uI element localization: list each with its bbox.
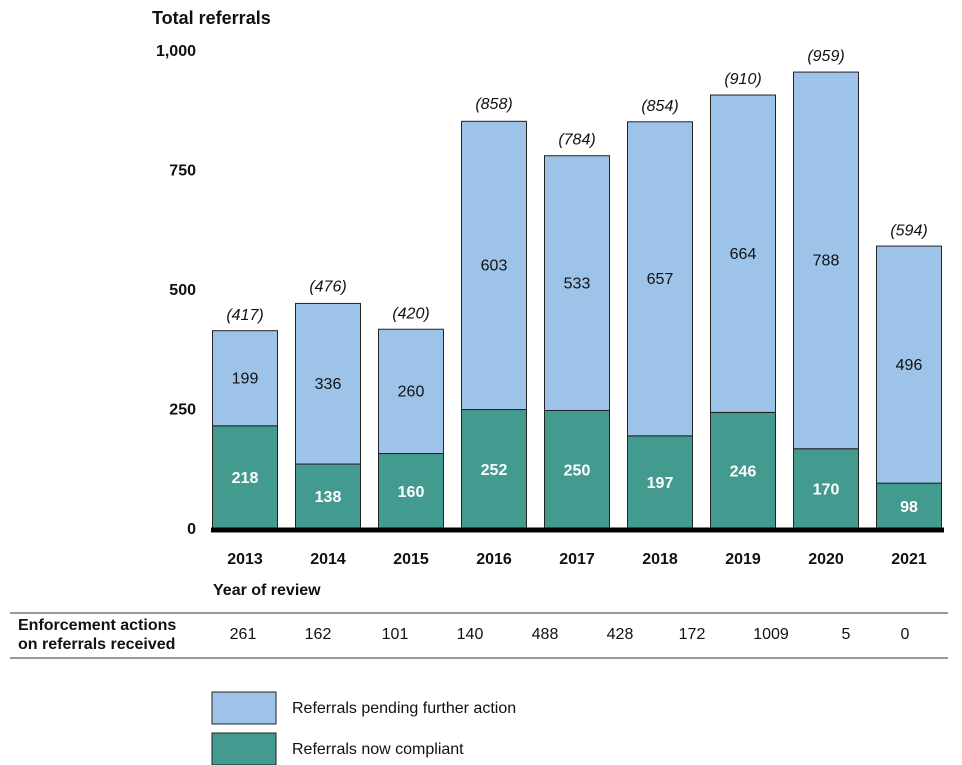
table-value: 172: [679, 626, 706, 643]
x-tick-label: 2020: [808, 551, 844, 568]
bar-segment: [212, 330, 278, 427]
total-label: (594): [890, 222, 927, 239]
total-label: (910): [724, 71, 761, 88]
x-tick-label: 2019: [725, 551, 761, 568]
legend-swatch: [211, 691, 277, 725]
legend-label: Referrals pending further action: [292, 700, 516, 717]
bar-segment: [710, 411, 776, 531]
data-label: 246: [730, 463, 757, 480]
data-label: 197: [647, 475, 674, 492]
x-tick-label: 2015: [393, 551, 429, 568]
bar-segment: [627, 121, 693, 437]
bar-segment: [544, 155, 610, 411]
bar-segment: [793, 448, 859, 531]
data-label: 252: [481, 462, 508, 479]
data-label: 657: [647, 271, 674, 288]
table-label: Enforcement actions: [18, 617, 176, 634]
bar-segment: [627, 435, 693, 531]
data-label: 533: [564, 275, 591, 292]
data-label: 160: [398, 484, 425, 501]
total-label: (417): [226, 307, 263, 324]
table-value: 140: [457, 626, 484, 643]
data-label: 603: [481, 258, 508, 275]
total-label: (858): [475, 96, 512, 113]
data-label: 138: [315, 489, 342, 506]
bar-segment: [212, 425, 278, 531]
table-value: 162: [305, 626, 332, 643]
data-label: 250: [564, 462, 591, 479]
bar-segment: [710, 94, 776, 413]
table-value: 488: [532, 626, 559, 643]
data-label: 170: [813, 482, 840, 499]
x-tick-label: 2017: [559, 551, 595, 568]
y-tick-label: 500: [169, 282, 196, 299]
x-axis-title: Year of review: [213, 582, 321, 599]
data-label: 664: [730, 246, 757, 263]
bar-segment: [461, 409, 527, 531]
table-value: 101: [382, 626, 409, 643]
table-label: on referrals received: [18, 636, 175, 653]
bar-segment: [876, 482, 942, 531]
x-tick-label: 2021: [891, 551, 927, 568]
bar-segment: [461, 120, 527, 411]
bar-segment: [378, 453, 444, 531]
total-label: (420): [392, 305, 429, 322]
data-label: 496: [896, 357, 923, 374]
total-label: (476): [309, 279, 346, 296]
y-tick-label: 250: [169, 402, 196, 419]
data-label: 788: [813, 253, 840, 270]
x-tick-label: 2014: [310, 551, 346, 568]
data-label: 336: [315, 376, 342, 393]
data-label: 98: [900, 499, 918, 516]
table-value: 261: [230, 626, 257, 643]
total-label: (959): [807, 48, 844, 65]
y-axis-title: Total referrals: [152, 8, 271, 28]
legend-label: Referrals now compliant: [292, 741, 464, 758]
total-label: (784): [558, 131, 595, 148]
table-value: 1009: [753, 626, 789, 643]
y-tick-label: 1,000: [156, 43, 196, 60]
data-label: 218: [232, 470, 259, 487]
data-label: 260: [398, 384, 425, 401]
data-label: 199: [232, 370, 259, 387]
y-tick-label: 0: [187, 521, 196, 538]
table-value: 5: [842, 626, 851, 643]
x-tick-label: 2016: [476, 551, 512, 568]
bar-segment: [295, 463, 361, 531]
table-value: 0: [901, 626, 910, 643]
bar-segment: [793, 71, 859, 450]
bar-segment: [378, 328, 444, 455]
bar-segment: [295, 302, 361, 465]
x-tick-label: 2013: [227, 551, 263, 568]
bar-segment: [876, 245, 942, 484]
legend-swatch: [211, 732, 277, 765]
y-tick-label: 750: [169, 163, 196, 180]
total-label: (854): [641, 98, 678, 115]
table-value: 428: [607, 626, 634, 643]
x-tick-label: 2018: [642, 551, 678, 568]
